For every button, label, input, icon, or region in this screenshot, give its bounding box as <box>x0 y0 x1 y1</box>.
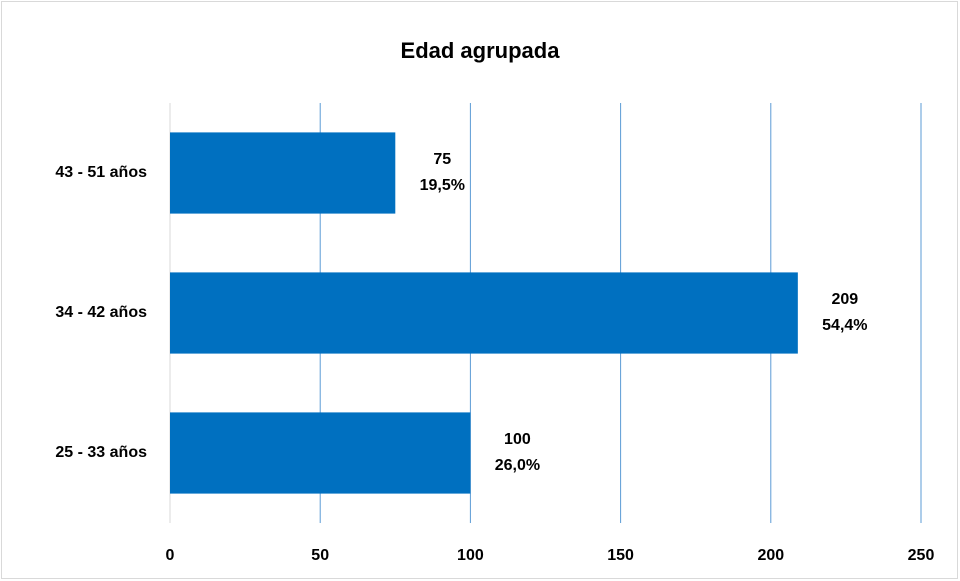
percent-label: 54,4% <box>822 317 867 334</box>
bar <box>170 132 396 214</box>
x-tick-label: 50 <box>311 547 329 564</box>
percent-label: 19,5% <box>420 177 465 194</box>
data-label: 100 <box>504 431 531 448</box>
x-tick-label: 100 <box>457 547 484 564</box>
data-label: 75 <box>433 151 451 168</box>
x-tick-label: 200 <box>757 547 784 564</box>
x-tick-label: 250 <box>908 547 935 564</box>
y-tick-label: 43 - 51 años <box>55 164 147 181</box>
data-label: 209 <box>831 291 858 308</box>
chart-title: Edad agrupada <box>401 38 561 63</box>
x-tick-label: 150 <box>607 547 634 564</box>
percent-label: 26,0% <box>495 457 540 474</box>
y-tick-label: 34 - 42 años <box>55 304 147 321</box>
x-tick-label: 0 <box>166 547 175 564</box>
bar <box>170 412 471 494</box>
y-tick-label: 25 - 33 años <box>55 444 147 461</box>
bar <box>170 272 798 354</box>
